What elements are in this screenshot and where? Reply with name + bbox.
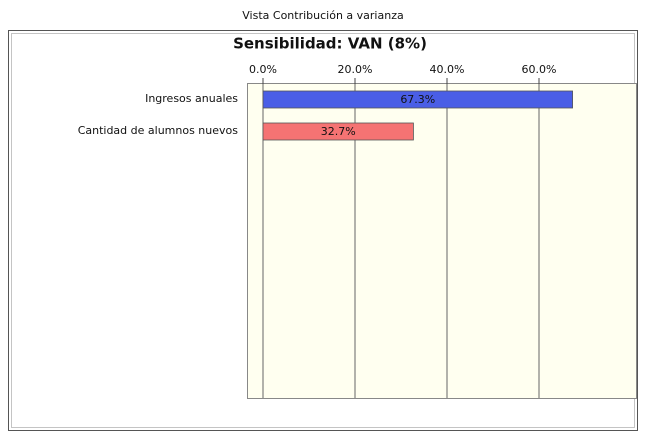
data-label: 32.7% xyxy=(321,125,356,138)
x-tick-label: 40.0% xyxy=(430,63,465,76)
x-tick-label: 0.0% xyxy=(249,63,277,76)
bar xyxy=(262,122,414,141)
x-tick-label: 20.0% xyxy=(338,63,373,76)
x-tick-label: 60.0% xyxy=(522,63,557,76)
data-label: 67.3% xyxy=(400,93,435,106)
window-title: Vista Contribución a varianza xyxy=(242,9,403,22)
y-tick-label: Ingresos anuales xyxy=(145,92,238,105)
bar xyxy=(262,90,573,109)
y-tick-label: Cantidad de alumnos nuevos xyxy=(78,124,239,137)
chart-title: Sensibilidad: VAN (8%) xyxy=(233,35,427,53)
